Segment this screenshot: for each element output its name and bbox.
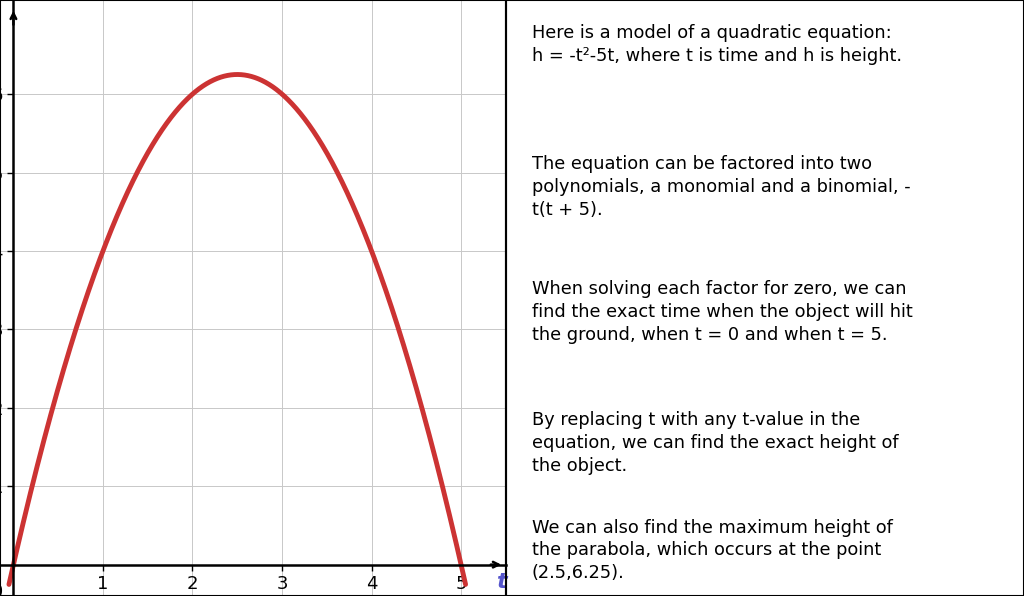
Text: t: t (496, 572, 507, 592)
Text: We can also find the maximum height of
the parabola, which occurs at the point
(: We can also find the maximum height of t… (531, 519, 893, 582)
Text: Here is a model of a quadratic equation:
h = -t²-5t, where t is time and h is he: Here is a model of a quadratic equation:… (531, 24, 902, 65)
Text: By replacing t with any t-value in the
equation, we can find the exact height of: By replacing t with any t-value in the e… (531, 411, 898, 475)
Text: 0: 0 (0, 583, 3, 596)
Text: When solving each factor for zero, we can
find the exact time when the object wi: When solving each factor for zero, we ca… (531, 280, 912, 344)
Text: The equation can be factored into two
polynomials, a monomial and a binomial, -
: The equation can be factored into two po… (531, 155, 910, 219)
